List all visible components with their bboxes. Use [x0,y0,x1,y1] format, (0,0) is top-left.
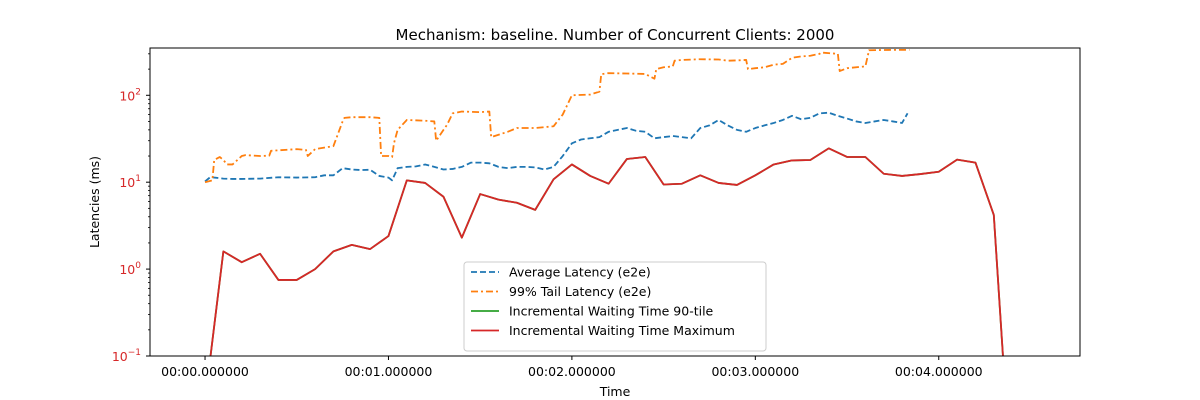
legend-label-2: 99% Tail Latency (e2e) [509,284,651,299]
y-tick-label: 102 [119,87,141,103]
y-tick-label: 101 [119,174,141,190]
y-axis: 10−1 100 101 102 [112,53,150,364]
x-tick-label: 00:01.000000 [345,364,433,379]
y-tick-label: 10−1 [112,348,141,364]
x-tick-label: 00:04.000000 [895,364,983,379]
series-layer [204,48,1004,356]
y-axis-label: Latencies (ms) [87,156,102,248]
x-axis-label: Time [599,384,631,399]
plot-frame [149,47,1081,357]
series-line-2 [204,48,910,184]
x-tick-label: 00:00.000000 [161,364,249,379]
legend-label-4: Incremental Waiting Time Maximum [509,323,735,338]
x-tick-label: 00:02.000000 [528,364,616,379]
legend-label-1: Average Latency (e2e) [509,265,651,280]
x-axis: 00:00.000000 00:01.000000 00:02.000000 00:0… [161,356,983,379]
y-tick-label: 100 [119,261,141,277]
legend-frame [463,261,767,352]
series-line-1 [204,111,909,183]
series-line-4 [209,147,1004,356]
chart-title: Mechanism: baseline. Number of Concurren… [396,26,835,44]
legend: Average Latency (e2e) 99% Tail Latency (e… [463,261,767,352]
x-tick-label: 00:03.000000 [711,364,799,379]
legend-label-3: Incremental Waiting Time 90-tile [509,304,714,319]
